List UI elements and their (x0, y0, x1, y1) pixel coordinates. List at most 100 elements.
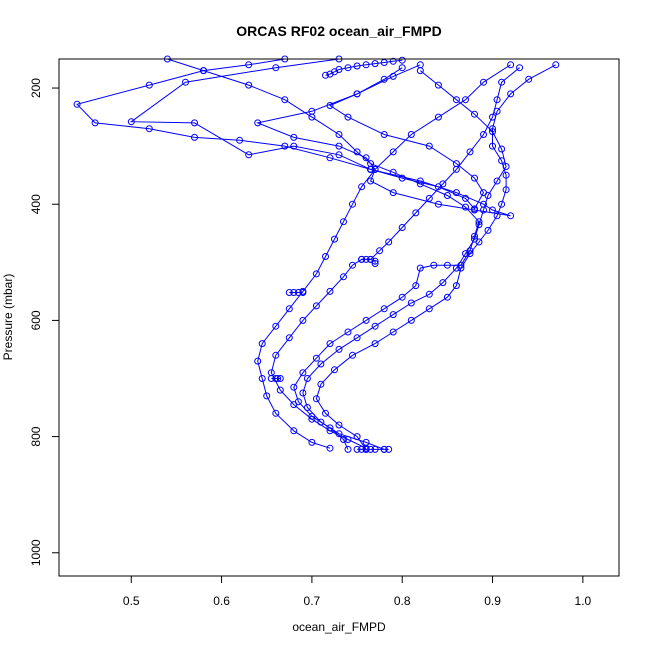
data-point (425, 142, 433, 150)
data-point (475, 218, 483, 226)
data-point (127, 118, 135, 126)
data-point (407, 131, 415, 138)
data-point (367, 165, 375, 173)
data-point (335, 421, 343, 429)
data-point (362, 154, 370, 162)
data-point (236, 136, 244, 144)
data-point (285, 334, 293, 342)
data-point (434, 200, 442, 208)
data-point (308, 107, 316, 115)
data-point (322, 253, 329, 260)
data-point (322, 71, 329, 79)
series-line (257, 64, 511, 449)
data-point (362, 255, 370, 263)
data-point (353, 334, 361, 342)
data-point (507, 61, 515, 69)
data-point (308, 412, 316, 420)
data-point (452, 282, 460, 290)
data-point (385, 238, 393, 246)
data-point (480, 131, 487, 138)
data-point (552, 61, 560, 69)
data-point (91, 119, 99, 127)
y-axis-label: Pressure (mbar) (1, 274, 15, 361)
data-point (317, 418, 325, 426)
data-point (362, 61, 370, 69)
series-line (167, 58, 480, 450)
data-point (389, 57, 397, 65)
data-point (371, 60, 379, 68)
series-line (270, 67, 520, 449)
data-point (191, 119, 198, 127)
data-point (317, 360, 325, 368)
data-point (398, 64, 406, 72)
data-point (182, 78, 189, 86)
data-point (303, 375, 311, 382)
data-point (493, 96, 501, 104)
data-point (498, 78, 506, 86)
data-point (475, 238, 483, 246)
data-point (312, 395, 320, 403)
data-point (367, 255, 375, 263)
x-tick-label: 0.5 (123, 594, 140, 608)
data-point (335, 345, 343, 353)
series-line (76, 58, 371, 170)
data-point (344, 328, 352, 336)
data-point (425, 290, 433, 298)
data-point (452, 96, 460, 104)
data-point (371, 322, 379, 330)
data-point (272, 64, 280, 72)
data-point (331, 366, 338, 374)
data-point (285, 289, 293, 296)
data-point (480, 78, 487, 86)
data-point (344, 64, 352, 72)
series-8 (254, 61, 515, 220)
data-point (416, 61, 424, 69)
series-11 (358, 255, 379, 267)
data-point (145, 81, 153, 89)
data-point (430, 261, 438, 269)
plot-frame (58, 58, 620, 577)
data-point (312, 354, 320, 362)
data-point (349, 351, 356, 359)
series-13 (285, 289, 307, 296)
data-point (326, 340, 334, 348)
data-point (254, 119, 262, 127)
data-point (145, 125, 153, 133)
data-point (290, 289, 298, 296)
data-point (493, 212, 501, 220)
y-tick-label: 800 (29, 426, 43, 446)
data-point (443, 192, 451, 199)
data-point (484, 226, 492, 234)
data-point (281, 96, 289, 104)
data-point (412, 282, 420, 290)
x-tick-label: 0.6 (213, 594, 230, 608)
data-point (385, 445, 393, 453)
plot-series (73, 55, 560, 453)
data-point (335, 66, 343, 73)
data-point (462, 96, 469, 104)
series-9 (326, 64, 487, 213)
x-axis: 0.5 0.6 0.7 0.8 0.9 1.0 (123, 576, 592, 608)
data-point (294, 398, 302, 406)
data-point (389, 148, 397, 156)
data-point (380, 445, 388, 453)
data-point (466, 148, 474, 156)
data-point (407, 299, 415, 307)
data-point (398, 56, 406, 64)
data-point (285, 305, 293, 313)
x-tick-label: 0.9 (484, 594, 501, 608)
data-point (516, 64, 524, 72)
series-line (302, 70, 507, 450)
data-point (326, 444, 334, 452)
data-point (281, 142, 289, 150)
data-point (452, 160, 460, 168)
data-point (353, 62, 361, 70)
y-axis: 200 400 600 800 1000 (29, 78, 59, 566)
data-point (466, 247, 474, 255)
series-14 (322, 56, 406, 79)
data-point (191, 133, 198, 141)
data-point (452, 189, 460, 197)
data-point (245, 61, 253, 69)
data-point (258, 375, 266, 382)
data-point (371, 340, 379, 348)
